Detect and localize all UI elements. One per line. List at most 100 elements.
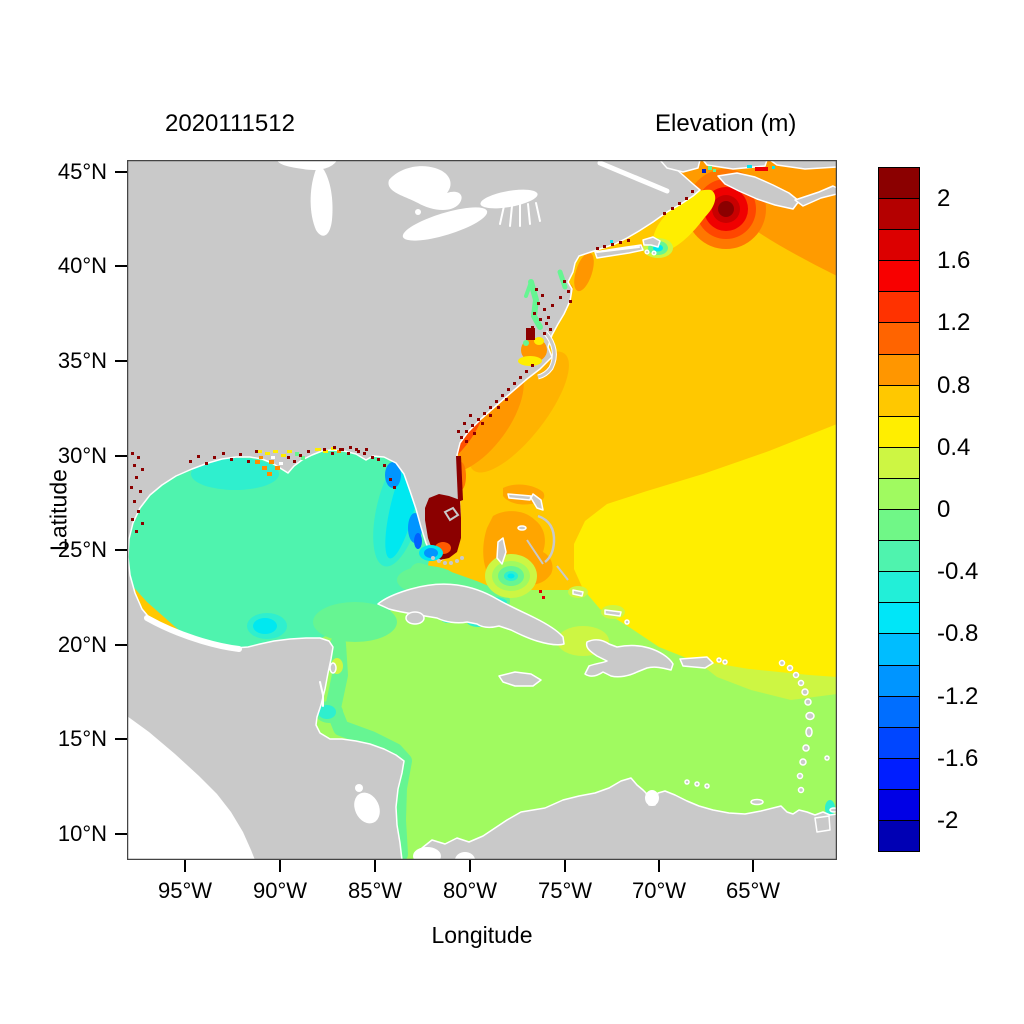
y-tick-label: 10°N — [57, 821, 107, 846]
colorbar-segment — [878, 540, 920, 573]
timestamp-title: 2020111512 — [165, 110, 295, 137]
colorbar-title: Elevation (m) — [655, 110, 797, 137]
se-bahamas-islets — [572, 589, 584, 597]
colorbar-segment — [878, 384, 920, 417]
lake-nicaragua — [354, 792, 380, 824]
colorbar-segment — [878, 198, 920, 231]
colorbar-segment — [878, 229, 920, 262]
chesapeake-bay — [528, 279, 543, 330]
y-tick-label: 15°N — [57, 726, 107, 751]
x-tick-label: 70°W — [631, 878, 687, 903]
colorbar-segment — [878, 757, 920, 790]
colorbar-segment — [878, 291, 920, 324]
south-florida-flooded-cells — [419, 456, 463, 561]
colorbar-segment — [878, 695, 920, 728]
y-tick-label: 35°N — [57, 348, 107, 373]
white-features — [127, 160, 659, 860]
x-tick-label: 65°W — [725, 878, 781, 903]
colorbar-segment — [878, 415, 920, 448]
top-strip-ne-corner — [769, 160, 837, 170]
campeche-white-band — [144, 615, 242, 652]
abaco — [530, 493, 544, 511]
cape-cod — [642, 236, 661, 248]
pamlico-sound — [518, 330, 557, 380]
top-strip-nb — [659, 160, 701, 173]
colorbar-tick-label: 0 — [937, 496, 951, 523]
estuaries — [524, 269, 568, 330]
lake-ontario — [480, 189, 538, 209]
y-axis-title: Latitude — [45, 469, 72, 551]
gulf-of-maine-yellow — [653, 189, 716, 252]
elevation-map — [127, 160, 837, 860]
colorbar-segment — [878, 509, 920, 542]
yellow-field — [574, 424, 837, 677]
colorbar-segment — [878, 260, 920, 293]
jamaica — [498, 671, 542, 687]
colorbar-segment — [878, 633, 920, 666]
trinidad — [814, 815, 831, 833]
colorbar-segment — [878, 446, 920, 479]
flooded-cell-speckles — [130, 190, 694, 533]
puerto-rico — [679, 656, 714, 669]
x-tick-label: 90°W — [252, 878, 308, 903]
tongue-of-ocean-low-bullseye — [485, 554, 537, 598]
lake-michigan — [310, 166, 333, 236]
colorbar-tick-label: 2 — [937, 185, 951, 212]
andros — [496, 537, 507, 565]
colorbar-tick-label: -0.8 — [937, 620, 979, 647]
outer-banks — [537, 331, 556, 379]
isla-juventud — [405, 611, 425, 625]
colorbar-segment — [878, 167, 920, 200]
x-tick-label: 80°W — [442, 878, 498, 903]
colorbar-segment — [878, 353, 920, 386]
delaware-bay — [557, 269, 568, 290]
colorbar-tick-label: -1.2 — [937, 683, 979, 710]
colorbar-tick-label: -2 — [937, 807, 959, 834]
colorbar-segment — [878, 664, 920, 697]
map-plot-area: 95°W 90°W 85°W 80°W 75°W 70°W 65°W 45°N … — [58, 159, 837, 903]
lake-okeechobee — [443, 506, 460, 522]
west-florida-blue-cores — [385, 462, 422, 549]
lake-superior — [277, 160, 337, 170]
hispaniola — [584, 639, 674, 678]
x-axis-title: Longitude — [431, 922, 533, 948]
colorbar — [878, 167, 920, 853]
margarita — [750, 798, 764, 806]
colorbar-segment — [878, 726, 920, 759]
lake-erie — [402, 207, 488, 241]
cozumel — [329, 662, 337, 674]
x-tick-label: 75°W — [537, 878, 593, 903]
plot-border — [127, 160, 837, 860]
colorbar-segment — [878, 788, 920, 821]
white-lines — [144, 160, 670, 707]
st-lawrence-river — [597, 160, 670, 194]
colorbar-tick-label: 0.8 — [937, 372, 971, 399]
yucatan-channel-springgreen — [313, 602, 397, 642]
nova-scotia — [717, 172, 800, 210]
y-tick-label: 25°N — [57, 537, 107, 562]
belize-cays — [319, 681, 324, 707]
colorbar-tick-label: 1.2 — [937, 309, 971, 336]
y-tick-label: 45°N — [57, 159, 107, 184]
island-arcs — [526, 514, 569, 581]
colorbar-segment — [878, 571, 920, 604]
finger-lakes — [499, 205, 505, 225]
y-tick-label: 30°N — [57, 443, 107, 468]
x-tick-label: 85°W — [347, 878, 403, 903]
x-tick-label: 95°W — [157, 878, 213, 903]
colorbar-tick-label: 1.6 — [937, 247, 971, 274]
gulf-of-mexico-field — [127, 438, 431, 650]
colorbar-tick-label: -1.6 — [937, 745, 979, 772]
y-tick-label: 40°N — [57, 253, 107, 278]
y-tick-label: 20°N — [57, 632, 107, 657]
tobago — [829, 807, 837, 813]
cuba — [377, 583, 565, 646]
land-masses — [127, 160, 837, 860]
cape-breton — [794, 185, 837, 207]
colorbar-segment — [878, 322, 920, 355]
grand-bahama — [507, 493, 532, 501]
northeast-orange-field — [623, 160, 837, 276]
colorbar-segment — [878, 819, 920, 853]
lesser-antilles — [778, 659, 830, 794]
